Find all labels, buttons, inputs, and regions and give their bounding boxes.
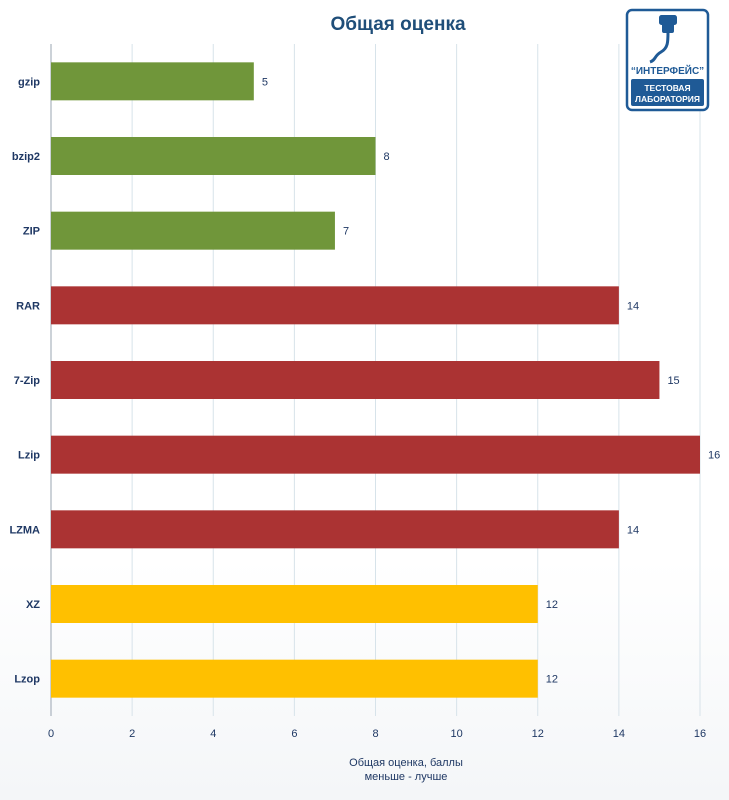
data-label: 5	[262, 76, 268, 88]
x-axis-ticks: 0 2 4 6 8 10 12 14 16	[48, 728, 706, 740]
category-label: LZMA	[9, 524, 40, 536]
x-axis-title: Общая оценка, баллы	[349, 757, 463, 769]
x-tick-label: 6	[291, 728, 297, 740]
category-label: 7-Zip	[14, 375, 41, 387]
bar-7-zip	[51, 361, 660, 399]
category-label: gzip	[18, 76, 40, 88]
logo: “ИНТЕРФЕЙС” ТЕСТОВАЯ ЛАБОРАТОРИЯ	[625, 8, 710, 112]
bar-gzip	[51, 62, 254, 101]
category-label: bzip2	[12, 151, 40, 163]
data-label: 16	[708, 450, 720, 462]
plug-cable-icon	[649, 15, 677, 64]
x-tick-label: 2	[129, 728, 135, 740]
x-tick-label: 12	[532, 728, 544, 740]
logo-subtitle-2: ЛАБОРАТОРИЯ	[635, 94, 700, 104]
bars	[51, 62, 700, 698]
data-label: 7	[343, 226, 349, 238]
x-tick-label: 4	[210, 728, 216, 740]
data-label: 14	[627, 524, 639, 536]
bar-bzip2	[51, 137, 376, 175]
x-axis-subtitle: меньше - лучше	[365, 771, 448, 783]
x-tick-label: 8	[372, 728, 378, 740]
x-tick-label: 10	[451, 728, 463, 740]
data-label: 12	[546, 674, 558, 686]
data-label: 15	[667, 375, 679, 387]
logo-name: “ИНТЕРФЕЙС”	[631, 64, 704, 77]
category-label: RAR	[16, 300, 40, 312]
category-label: Lzip	[18, 450, 40, 462]
data-label: 8	[384, 151, 390, 163]
data-label: 14	[627, 300, 639, 312]
bar-zip	[51, 211, 335, 250]
logo-banner	[631, 79, 704, 106]
logo-subtitle-1: ТЕСТОВАЯ	[644, 83, 690, 93]
category-label: ZIP	[23, 226, 40, 238]
category-labels: gzip bzip2 ZIP RAR 7-Zip Lzip LZMA XZ Lzop	[9, 76, 40, 685]
bar-lzip	[51, 435, 700, 474]
x-tick-label: 16	[694, 728, 706, 740]
chart-title: Общая оценка	[330, 14, 466, 35]
bar-lzma	[51, 510, 619, 549]
category-label: Lzop	[14, 674, 40, 686]
bar-lzop	[51, 659, 538, 698]
category-label: XZ	[26, 599, 40, 611]
x-tick-label: 14	[613, 728, 625, 740]
x-tick-label: 0	[48, 728, 54, 740]
bar-rar	[51, 286, 619, 325]
bar-xz	[51, 585, 538, 623]
data-label: 12	[546, 599, 558, 611]
data-labels: 5 8 7 14 15 16 14 12 12	[262, 76, 720, 685]
